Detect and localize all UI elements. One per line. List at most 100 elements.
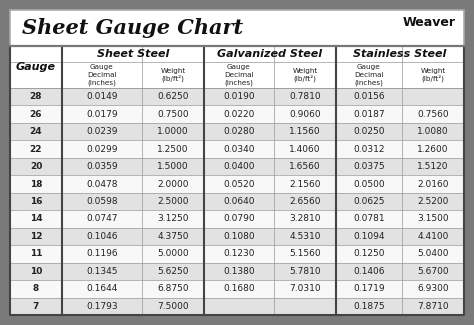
Text: 0.0359: 0.0359 xyxy=(86,162,118,171)
Text: 0.0299: 0.0299 xyxy=(86,145,118,154)
Text: 0.0375: 0.0375 xyxy=(353,162,385,171)
Text: 0.7810: 0.7810 xyxy=(289,92,321,101)
Bar xyxy=(10,263,464,280)
Text: 0.9060: 0.9060 xyxy=(289,110,321,119)
Text: Gauge: Gauge xyxy=(16,62,56,72)
Text: 0.0625: 0.0625 xyxy=(353,197,385,206)
Text: Galvanized Steel: Galvanized Steel xyxy=(218,49,323,59)
Text: 0.0520: 0.0520 xyxy=(223,179,255,188)
Text: 7.5000: 7.5000 xyxy=(157,302,189,311)
Bar xyxy=(10,280,464,298)
Text: 5.7810: 5.7810 xyxy=(289,267,321,276)
Text: 0.0156: 0.0156 xyxy=(353,92,385,101)
Text: 0.0280: 0.0280 xyxy=(223,127,255,136)
Bar xyxy=(10,210,464,228)
Text: 0.0500: 0.0500 xyxy=(353,179,385,188)
Text: Gauge
Decimal
(inches): Gauge Decimal (inches) xyxy=(354,64,384,85)
Text: Weight
(lb/ft²): Weight (lb/ft²) xyxy=(420,68,446,83)
Text: 7.0310: 7.0310 xyxy=(289,284,321,293)
Text: 0.0747: 0.0747 xyxy=(86,214,118,224)
Text: 11: 11 xyxy=(30,249,42,258)
Bar xyxy=(10,228,464,245)
Bar xyxy=(204,46,336,62)
Text: 1.1560: 1.1560 xyxy=(289,127,321,136)
Bar xyxy=(10,140,464,158)
Text: 6.9300: 6.9300 xyxy=(417,284,449,293)
Bar xyxy=(62,62,464,88)
Text: Gauge
Decimal
(inches): Gauge Decimal (inches) xyxy=(87,64,117,85)
Text: 24: 24 xyxy=(30,127,42,136)
Text: 28: 28 xyxy=(30,92,42,101)
Text: Sheet Gauge Chart: Sheet Gauge Chart xyxy=(22,18,243,38)
Text: 2.5000: 2.5000 xyxy=(157,197,189,206)
Text: 0.0598: 0.0598 xyxy=(86,197,118,206)
Text: 0.0220: 0.0220 xyxy=(223,110,255,119)
Text: 14: 14 xyxy=(30,214,42,224)
Text: 7: 7 xyxy=(33,302,39,311)
Text: 0.0250: 0.0250 xyxy=(353,127,385,136)
Text: 0.0179: 0.0179 xyxy=(86,110,118,119)
Text: 10: 10 xyxy=(30,267,42,276)
Text: 3.1250: 3.1250 xyxy=(157,214,189,224)
Text: 1.0000: 1.0000 xyxy=(157,127,189,136)
Text: 0.1380: 0.1380 xyxy=(223,267,255,276)
Text: Gauge
Decimal
(inches): Gauge Decimal (inches) xyxy=(224,64,254,85)
Text: 3.1500: 3.1500 xyxy=(417,214,449,224)
Text: 0.7560: 0.7560 xyxy=(417,110,449,119)
Text: 2.5200: 2.5200 xyxy=(417,197,449,206)
Text: 1.5120: 1.5120 xyxy=(417,162,449,171)
Text: 0.1230: 0.1230 xyxy=(223,249,255,258)
Text: 20: 20 xyxy=(30,162,42,171)
Text: 2.6560: 2.6560 xyxy=(289,197,321,206)
Text: 0.1719: 0.1719 xyxy=(353,284,385,293)
Bar xyxy=(62,46,204,62)
Text: 1.2500: 1.2500 xyxy=(157,145,189,154)
Bar xyxy=(10,46,62,88)
Text: 4.4100: 4.4100 xyxy=(417,232,449,241)
Text: 1.0080: 1.0080 xyxy=(417,127,449,136)
Text: 0.0312: 0.0312 xyxy=(353,145,385,154)
Bar xyxy=(10,105,464,123)
Bar xyxy=(10,123,464,140)
Text: 0.1196: 0.1196 xyxy=(86,249,118,258)
Text: 1.2600: 1.2600 xyxy=(417,145,449,154)
Text: 26: 26 xyxy=(30,110,42,119)
Bar xyxy=(10,193,464,210)
Text: 0.1094: 0.1094 xyxy=(353,232,385,241)
Text: 1.6560: 1.6560 xyxy=(289,162,321,171)
Text: 5.6700: 5.6700 xyxy=(417,267,449,276)
Text: 12: 12 xyxy=(30,232,42,241)
Text: 0.0478: 0.0478 xyxy=(86,179,118,188)
Bar xyxy=(336,46,464,62)
Bar xyxy=(10,175,464,193)
Bar xyxy=(10,158,464,175)
Text: 8: 8 xyxy=(33,284,39,293)
Text: 2.0000: 2.0000 xyxy=(157,179,189,188)
Text: 0.1875: 0.1875 xyxy=(353,302,385,311)
Text: 16: 16 xyxy=(30,197,42,206)
Text: 1.5000: 1.5000 xyxy=(157,162,189,171)
Text: 0.0781: 0.0781 xyxy=(353,214,385,224)
Text: Weight
(lb/ft²): Weight (lb/ft²) xyxy=(292,68,318,83)
Text: Weaver: Weaver xyxy=(403,17,456,30)
Text: 0.1680: 0.1680 xyxy=(223,284,255,293)
Text: 0.0239: 0.0239 xyxy=(86,127,118,136)
Text: 0.1644: 0.1644 xyxy=(86,284,118,293)
Text: 4.3750: 4.3750 xyxy=(157,232,189,241)
Bar xyxy=(10,245,464,263)
Text: 18: 18 xyxy=(30,179,42,188)
Text: 0.1250: 0.1250 xyxy=(353,249,385,258)
Text: 2.1560: 2.1560 xyxy=(289,179,321,188)
Text: Sheet Steel: Sheet Steel xyxy=(97,49,169,59)
Text: 0.1080: 0.1080 xyxy=(223,232,255,241)
Text: 0.0640: 0.0640 xyxy=(223,197,255,206)
Text: 22: 22 xyxy=(30,145,42,154)
Text: 0.0340: 0.0340 xyxy=(223,145,255,154)
Text: 4.5310: 4.5310 xyxy=(289,232,321,241)
Text: 0.0190: 0.0190 xyxy=(223,92,255,101)
Text: 5.0000: 5.0000 xyxy=(157,249,189,258)
Bar xyxy=(10,88,464,105)
Text: 0.1345: 0.1345 xyxy=(86,267,118,276)
Text: 0.0790: 0.0790 xyxy=(223,214,255,224)
Text: 1.4060: 1.4060 xyxy=(289,145,321,154)
